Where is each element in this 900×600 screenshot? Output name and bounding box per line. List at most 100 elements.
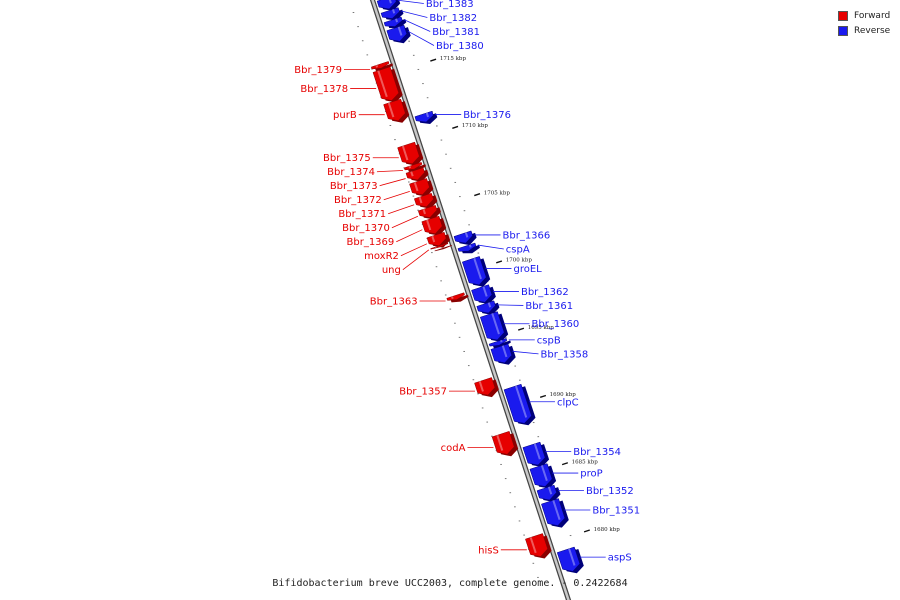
- gene-label-prop[interactable]: proP: [580, 469, 602, 480]
- gene-label-coda[interactable]: codA: [441, 443, 466, 454]
- gene-block-bbr_1370[interactable]: [417, 204, 438, 218]
- gene-label-bbr_1362[interactable]: Bbr_1362: [521, 287, 569, 298]
- forward-guide-dot: [518, 520, 521, 522]
- gene-label-bbr_1375[interactable]: Bbr_1375: [323, 153, 371, 164]
- gene-label-bbr_1363[interactable]: Bbr_1363: [370, 296, 418, 307]
- gene-block-bbr_1352[interactable]: [536, 484, 557, 501]
- forward-guide-dot: [500, 463, 502, 465]
- gene-label-bbr_1360[interactable]: Bbr_1360: [531, 319, 579, 330]
- gene-block-purb[interactable]: [383, 98, 406, 121]
- gene-block-clpc[interactable]: [503, 383, 532, 424]
- gene-block-hiss[interactable]: [525, 533, 548, 557]
- forward-guide-dot: [389, 124, 392, 126]
- gene-block-highlight: [387, 102, 395, 118]
- gene-label-bbr_1358[interactable]: Bbr_1358: [541, 349, 589, 360]
- gene-block-bbr_1376[interactable]: [414, 110, 434, 123]
- gene-block-bbr_1362[interactable]: [471, 284, 493, 303]
- gene-block-highlight: [431, 235, 436, 243]
- gene-block-bbr_1373[interactable]: [405, 167, 425, 181]
- gene-block-bbr_1354[interactable]: [522, 441, 546, 466]
- strand-legend: Forward Reverse: [838, 8, 890, 38]
- gene-block-bbr_1375[interactable]: [397, 141, 420, 164]
- gene-block-bbr_1361[interactable]: [476, 300, 496, 314]
- gene-block-bbr_1383[interactable]: [376, 0, 397, 10]
- gene-block-bbr_1379[interactable]: [370, 61, 390, 70]
- legend-item-reverse: Reverse: [838, 23, 890, 38]
- legend-label-reverse: Reverse: [854, 25, 891, 36]
- gene-label-bbr_1379[interactable]: Bbr_1379: [294, 65, 342, 76]
- gene-label-bbr_1373[interactable]: Bbr_1373: [330, 181, 378, 192]
- gene-block-bbr_1358[interactable]: [490, 343, 512, 364]
- gene-block-bbr_1374[interactable]: [403, 161, 423, 171]
- reverse-guide-dot: [440, 139, 443, 141]
- forward-guide-dot: [357, 26, 359, 28]
- gene-block-bbr_1371[interactable]: [413, 192, 434, 208]
- gene-block-cspb[interactable]: [488, 338, 508, 347]
- gene-block-highlight: [568, 548, 576, 566]
- gene-label-bbr_1383[interactable]: Bbr_1383: [426, 0, 474, 10]
- gene-block-highlight: [377, 70, 388, 98]
- gene-label-bbr_1361[interactable]: Bbr_1361: [525, 301, 573, 312]
- gene-block-ung[interactable]: [430, 242, 449, 250]
- gene-label-cspb[interactable]: cspB: [537, 335, 561, 346]
- gene-block-shadow: [450, 294, 469, 303]
- gene-label-bbr_1370[interactable]: Bbr_1370: [342, 223, 390, 234]
- gene-label-purb[interactable]: purB: [333, 110, 357, 121]
- gene-label-bbr_1357[interactable]: Bbr_1357: [399, 387, 447, 398]
- gene-label-ung[interactable]: ung: [382, 265, 401, 276]
- legend-item-forward: Forward: [838, 8, 890, 23]
- gene-block-moxr2[interactable]: [426, 231, 447, 247]
- gene-block-asps[interactable]: [556, 546, 581, 572]
- gene-label-bbr_1354[interactable]: Bbr_1354: [573, 447, 621, 458]
- gene-label-cspa[interactable]: cspA: [506, 244, 530, 255]
- gene-label-bbr_1374[interactable]: Bbr_1374: [327, 167, 375, 178]
- gene-block-bbr_1369[interactable]: [421, 215, 443, 234]
- gene-label-asps[interactable]: aspS: [608, 553, 632, 564]
- forward-guide-dot: [431, 252, 433, 254]
- gene-label-bbr_1366[interactable]: Bbr_1366: [503, 230, 551, 241]
- gene-label-bbr_1381[interactable]: Bbr_1381: [432, 27, 480, 38]
- gene-label-clpc[interactable]: clpC: [557, 397, 579, 408]
- gene-label-bbr_1372[interactable]: Bbr_1372: [334, 195, 382, 206]
- gene-label-bbr_1380[interactable]: Bbr_1380: [436, 41, 484, 52]
- gene-label-bbr_1371[interactable]: Bbr_1371: [338, 209, 386, 220]
- gene-block-bbr_1357[interactable]: [474, 377, 496, 396]
- gene-block-highlight: [418, 196, 423, 204]
- gene-label-bbr_1352[interactable]: Bbr_1352: [586, 486, 634, 497]
- gene-block-cspa[interactable]: [457, 242, 477, 252]
- gene-block-highlight: [413, 181, 419, 192]
- gene-label-bbr_1369[interactable]: Bbr_1369: [347, 237, 395, 248]
- gene-label-moxr2[interactable]: moxR2: [364, 251, 399, 262]
- gene-block-highlight: [478, 381, 484, 392]
- axis-tick: [430, 58, 437, 62]
- reverse-guide-dot: [463, 210, 466, 212]
- gene-block-bbr_1382[interactable]: [380, 7, 400, 19]
- forward-guide-dot: [472, 379, 475, 381]
- gene-block-groel[interactable]: [461, 256, 487, 286]
- gene-label-bbr_1376[interactable]: Bbr_1376: [463, 110, 511, 121]
- gene-block-bbr_1360[interactable]: [479, 311, 505, 341]
- reverse-guide-dot: [519, 379, 521, 381]
- gene-label-hiss[interactable]: hisS: [478, 545, 499, 556]
- axis-tick: [561, 462, 569, 466]
- gene-block-prop[interactable]: [529, 463, 553, 487]
- gene-label-groel[interactable]: groEL: [513, 264, 542, 275]
- forward-guide-dot: [458, 336, 461, 338]
- gene-label-bbr_1351[interactable]: Bbr_1351: [592, 506, 640, 517]
- gene-label-bbr_1382[interactable]: Bbr_1382: [429, 13, 477, 24]
- gene-block-bbr_1351[interactable]: [541, 498, 566, 526]
- gene-block-bbr_1381[interactable]: [383, 16, 403, 27]
- gene-block-bbr_1378[interactable]: [372, 66, 399, 101]
- gene-block-shadow: [408, 164, 426, 172]
- forward-guide-dot: [514, 506, 516, 508]
- gene-block-bbr_1380[interactable]: [386, 24, 407, 42]
- gene-block-bbr_1372[interactable]: [409, 178, 430, 195]
- gene-block-coda[interactable]: [491, 430, 515, 455]
- gene-block-bbr_1363[interactable]: [446, 292, 465, 301]
- gene-label-bbr_1378[interactable]: Bbr_1378: [300, 84, 348, 95]
- gene-block-bbr_1366[interactable]: [453, 230, 473, 244]
- gene-block-highlight: [496, 434, 504, 451]
- gene-leader-line: [391, 215, 419, 229]
